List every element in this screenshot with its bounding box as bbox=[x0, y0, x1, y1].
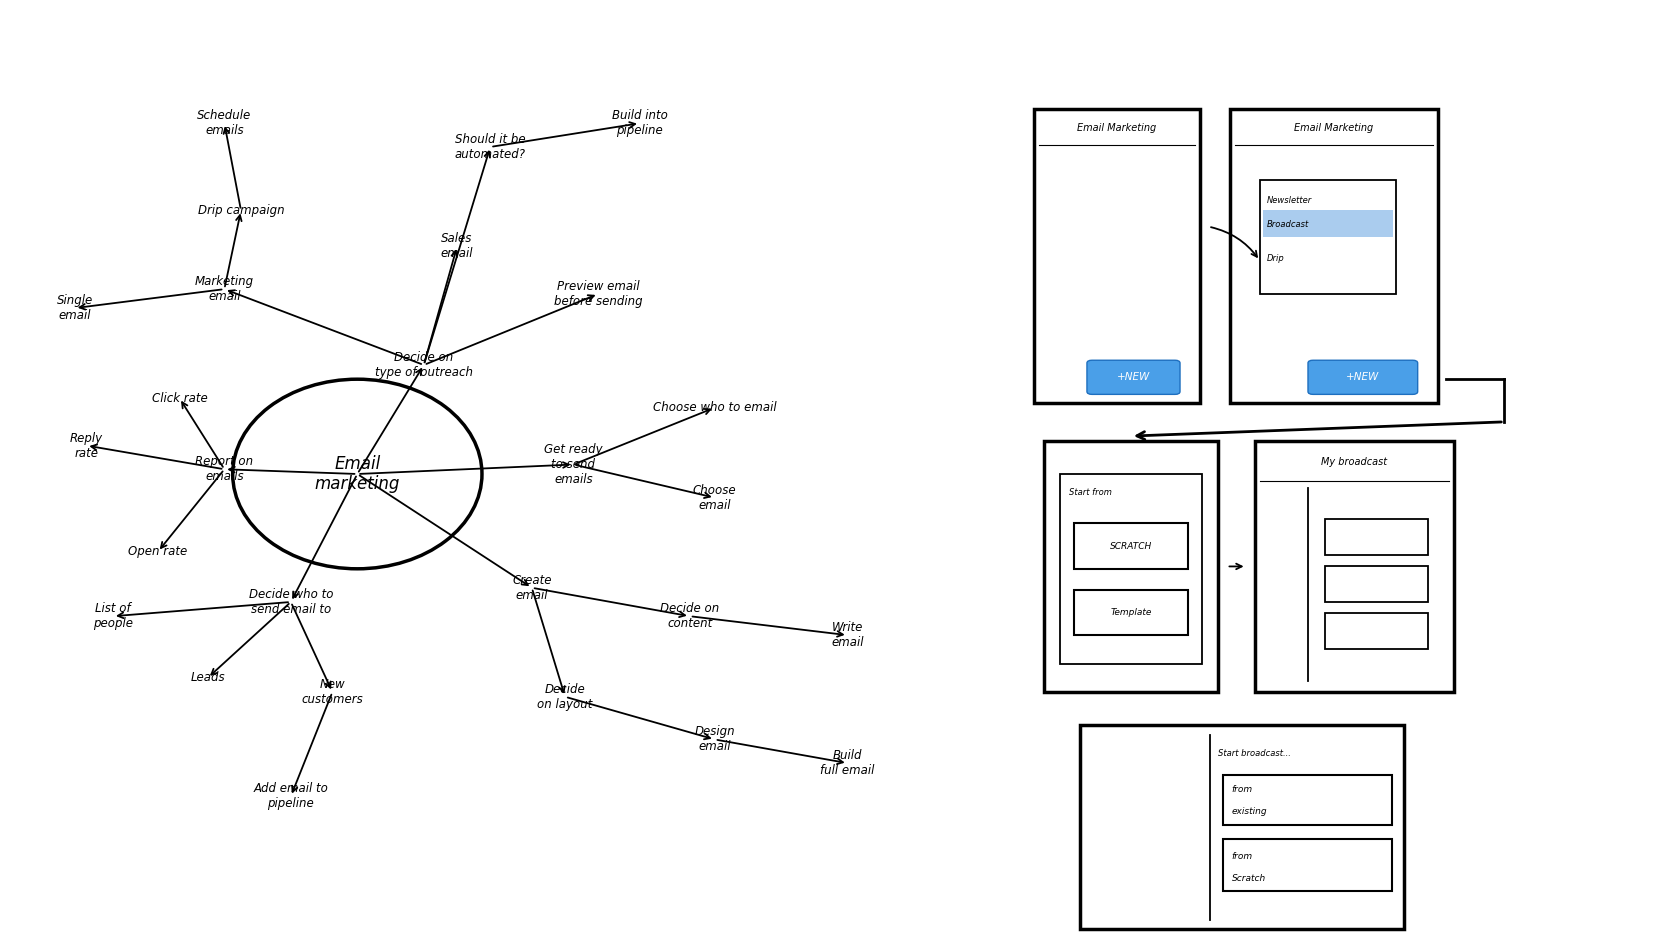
Text: Open rate: Open rate bbox=[128, 545, 188, 558]
Text: Add email to
pipeline: Add email to pipeline bbox=[253, 782, 329, 811]
Bar bbox=[1325, 566, 1428, 602]
Text: Broadcast: Broadcast bbox=[1266, 220, 1308, 229]
Text: Should it be
automated?: Should it be automated? bbox=[455, 133, 525, 161]
Bar bbox=[1074, 523, 1188, 569]
Bar bbox=[1325, 519, 1428, 555]
Text: Marketing
email: Marketing email bbox=[194, 275, 254, 303]
Text: List of
people: List of people bbox=[93, 602, 133, 630]
Text: Decide who to
send email to: Decide who to send email to bbox=[249, 588, 332, 616]
Text: Single
email: Single email bbox=[57, 294, 93, 322]
Text: Reply
rate: Reply rate bbox=[70, 431, 103, 460]
Text: Click rate: Click rate bbox=[151, 392, 208, 405]
Bar bbox=[1080, 725, 1404, 929]
Text: Drip: Drip bbox=[1266, 254, 1285, 264]
Text: SCRATCH: SCRATCH bbox=[1110, 541, 1152, 551]
Text: Choose
email: Choose email bbox=[693, 483, 736, 512]
Text: Template: Template bbox=[1110, 608, 1152, 617]
Text: Build into
pipeline: Build into pipeline bbox=[612, 109, 668, 137]
Bar bbox=[1034, 109, 1200, 403]
Text: Scratch: Scratch bbox=[1232, 874, 1266, 884]
FancyBboxPatch shape bbox=[1308, 360, 1418, 394]
Text: +NEW: +NEW bbox=[1117, 373, 1150, 382]
Text: Get ready
to send
emails: Get ready to send emails bbox=[543, 443, 603, 486]
FancyBboxPatch shape bbox=[1263, 210, 1393, 237]
Text: Decide on
content: Decide on content bbox=[660, 602, 720, 630]
Bar bbox=[1074, 590, 1188, 635]
Bar bbox=[1044, 441, 1218, 692]
Text: Newsletter: Newsletter bbox=[1266, 196, 1311, 206]
Bar bbox=[1223, 775, 1391, 825]
Bar bbox=[1230, 109, 1438, 403]
FancyBboxPatch shape bbox=[1087, 360, 1180, 394]
Text: Start from: Start from bbox=[1069, 488, 1112, 498]
Text: existing: existing bbox=[1232, 807, 1266, 816]
Text: Schedule
emails: Schedule emails bbox=[198, 109, 251, 137]
Text: Decide
on layout: Decide on layout bbox=[537, 683, 593, 711]
Text: Design
email: Design email bbox=[695, 725, 735, 754]
Text: Choose who to email: Choose who to email bbox=[653, 401, 776, 414]
Text: from: from bbox=[1232, 851, 1253, 861]
Text: Start broadcast...: Start broadcast... bbox=[1218, 749, 1291, 758]
Text: Email Marketing: Email Marketing bbox=[1077, 123, 1157, 133]
Text: Create
email: Create email bbox=[512, 574, 552, 602]
Text: Report on
emails: Report on emails bbox=[196, 455, 253, 483]
Bar bbox=[1223, 839, 1391, 891]
Text: Decide on
type of outreach: Decide on type of outreach bbox=[376, 351, 472, 379]
Text: +NEW: +NEW bbox=[1346, 373, 1379, 382]
Text: Email Marketing: Email Marketing bbox=[1295, 123, 1373, 133]
Text: My broadcast: My broadcast bbox=[1321, 457, 1388, 466]
Bar bbox=[1260, 180, 1396, 294]
Text: Build
full email: Build full email bbox=[821, 749, 874, 777]
Text: Write
email: Write email bbox=[831, 621, 864, 649]
Text: Drip campaign: Drip campaign bbox=[198, 204, 284, 217]
Text: Leads: Leads bbox=[191, 671, 224, 684]
Text: Preview email
before sending: Preview email before sending bbox=[553, 280, 643, 308]
Bar bbox=[1255, 441, 1454, 692]
Text: New
customers: New customers bbox=[301, 678, 364, 706]
Bar bbox=[1060, 474, 1202, 664]
Bar bbox=[1325, 613, 1428, 649]
Text: Sales
email: Sales email bbox=[440, 232, 474, 261]
Text: Email
marketing: Email marketing bbox=[314, 455, 401, 493]
Text: from: from bbox=[1232, 785, 1253, 794]
